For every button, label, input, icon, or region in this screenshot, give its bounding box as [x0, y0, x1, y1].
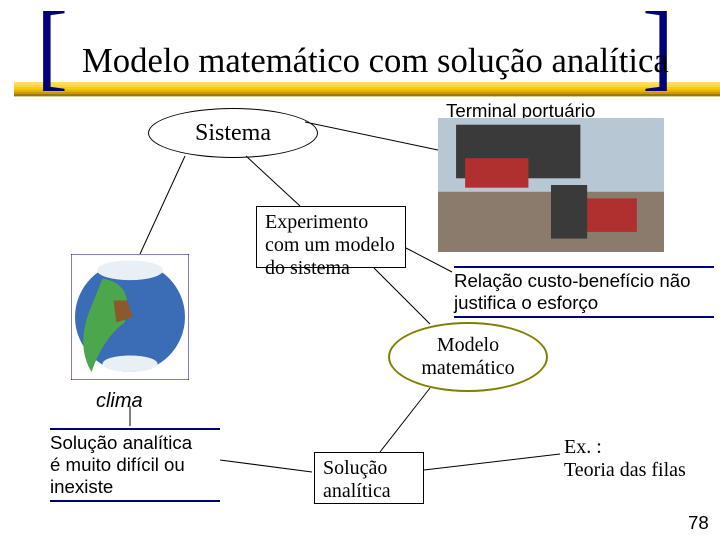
modelo-line1: Modelo [421, 334, 514, 357]
solucao-line2: analítica [323, 480, 415, 503]
note-solucao-dificil: Solução analítica é muito difícil ou ine… [50, 428, 220, 502]
node-sistema-label: Sistema [195, 120, 271, 147]
experimento-line3: do sistema [265, 257, 397, 280]
experimento-line1: Experimento [265, 211, 397, 234]
modelo-line2: matemático [421, 357, 514, 380]
slide-canvas: [ ] Modelo matemático com solução analít… [0, 0, 720, 540]
solucao-line1: Solução [323, 457, 415, 480]
soleft-underline [50, 500, 220, 502]
ex-line1: Ex. : [564, 436, 686, 459]
label-clima: clima [96, 390, 143, 413]
relacao-line1: Relação custo-benefício não [454, 270, 714, 292]
node-experimento: Experimento com um modelo do sistema [256, 206, 406, 268]
relacao-line2: justifica o esforço [454, 292, 714, 314]
experimento-line2: com um modelo [265, 234, 397, 257]
note-relacao: Relação custo-benefício não justifica o … [454, 266, 714, 318]
ex-line2: Teoria das filas [564, 459, 686, 482]
photo-terminal [438, 118, 664, 252]
soleft-line3: inexiste [50, 476, 220, 498]
note-exemplo: Ex. : Teoria das filas [564, 436, 686, 482]
page-number: 78 [688, 512, 709, 534]
node-sistema: Sistema [148, 108, 318, 158]
node-solucao-analitica: Solução analítica [314, 452, 424, 504]
bracket-left: [ [36, 0, 68, 94]
slide-title: Modelo matemático com solução analítica [82, 42, 669, 81]
soleft-line1: Solução analítica [50, 432, 220, 454]
illustration-globe [71, 254, 189, 380]
soleft-line2: é muito difícil ou [50, 454, 220, 476]
node-modelo-matematico: Modelo matemático [388, 322, 548, 392]
relacao-underline [454, 316, 714, 318]
